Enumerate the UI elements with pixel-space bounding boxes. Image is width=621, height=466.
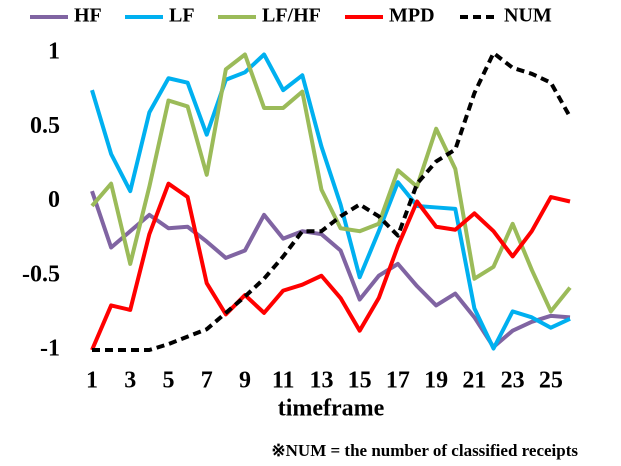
y-tick-label: 1 <box>48 39 60 65</box>
x-tick-label: 13 <box>309 368 333 394</box>
x-tick-label: 11 <box>272 368 295 394</box>
y-tick-label: -1 <box>40 336 60 362</box>
legend-label: NUM <box>504 5 552 27</box>
legend-label: LF/HF <box>262 5 321 27</box>
y-tick-label: -0.5 <box>22 261 60 287</box>
y-tick-label: 0 <box>48 187 60 213</box>
x-tick-label: 1 <box>86 368 98 394</box>
x-tick-label: 21 <box>462 368 486 394</box>
series-line <box>90 190 571 350</box>
x-tick-label: 9 <box>239 368 251 394</box>
x-tick-label: 23 <box>501 368 525 394</box>
x-tick-label: 15 <box>348 368 372 394</box>
x-tick-label: 5 <box>162 368 174 394</box>
footnote: ※NUM = the number of classified receipts <box>271 441 578 460</box>
legend-label: MPD <box>389 5 435 27</box>
x-tick-label: 7 <box>201 368 213 394</box>
y-tick-label: 0.5 <box>30 113 60 139</box>
series-line <box>90 52 572 314</box>
x-axis-label: timeframe <box>278 396 385 422</box>
series-line <box>92 51 572 352</box>
x-tick-label: 19 <box>424 368 448 394</box>
legend-label: HF <box>74 5 102 27</box>
x-tick-label: 17 <box>386 368 410 394</box>
x-tick-label: 3 <box>124 368 136 394</box>
legend-label: LF <box>169 5 195 27</box>
series-line <box>90 181 571 351</box>
series-line <box>90 52 571 351</box>
x-tick-label: 25 <box>539 368 563 394</box>
